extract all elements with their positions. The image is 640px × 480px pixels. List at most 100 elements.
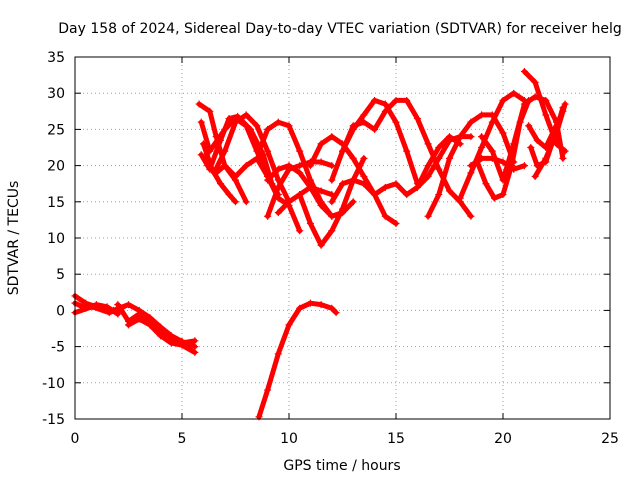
data-point — [296, 169, 304, 177]
y-axis-label: SDTVAR / TECUs — [6, 181, 22, 296]
data-point — [197, 151, 205, 159]
data-point — [473, 158, 481, 166]
data-point — [349, 122, 357, 130]
data-point — [360, 154, 368, 162]
data-point — [403, 191, 411, 199]
series-s19 — [306, 133, 464, 199]
data-point — [553, 129, 560, 137]
data-point — [499, 96, 507, 104]
data-point — [435, 154, 443, 162]
data-point — [268, 180, 276, 188]
data-point — [527, 144, 535, 151]
data-point — [413, 183, 421, 191]
data-point — [339, 180, 346, 188]
data-point — [328, 198, 336, 206]
data-point — [146, 321, 154, 329]
data-point — [478, 154, 486, 162]
data-point — [531, 78, 539, 86]
data-point — [125, 321, 132, 329]
series-layer — [71, 67, 569, 421]
data-point — [296, 162, 304, 170]
x-tick-label: 5 — [178, 431, 187, 447]
data-point — [349, 198, 357, 206]
series-s29 — [520, 67, 569, 155]
data-point — [285, 321, 293, 329]
data-point — [191, 348, 199, 356]
data-point — [488, 118, 496, 126]
series-s32 — [531, 100, 569, 180]
data-point — [360, 180, 368, 188]
data-point — [317, 241, 325, 249]
data-point — [392, 220, 400, 228]
data-point — [478, 111, 486, 119]
data-point — [157, 332, 165, 340]
data-point — [253, 122, 261, 130]
data-point — [264, 176, 272, 184]
data-point — [467, 162, 475, 170]
x-tick-label: 20 — [494, 431, 512, 447]
data-point — [195, 100, 203, 108]
series-s20 — [328, 176, 400, 228]
data-point — [274, 209, 282, 217]
data-point — [360, 118, 368, 126]
data-point — [296, 227, 304, 235]
data-point — [435, 144, 443, 151]
data-point — [531, 172, 539, 180]
data-point — [371, 96, 379, 104]
series-s21 — [339, 96, 421, 188]
data-point — [467, 133, 475, 141]
data-point — [264, 212, 272, 220]
series-line — [532, 101, 568, 179]
data-point — [520, 67, 528, 75]
data-point — [520, 100, 528, 108]
data-point — [456, 194, 464, 202]
series-s7 — [255, 299, 340, 421]
data-point — [328, 304, 336, 312]
y-tick-label: 0 — [56, 303, 65, 319]
x-tick-label: 10 — [280, 431, 298, 447]
data-point — [478, 144, 486, 151]
data-point — [317, 187, 325, 195]
data-point — [446, 154, 453, 162]
data-point — [478, 133, 486, 141]
data-point — [103, 303, 111, 311]
y-tick-label: 20 — [47, 159, 65, 175]
data-point — [105, 309, 113, 317]
data-point — [349, 176, 357, 184]
data-point — [225, 191, 233, 199]
data-point — [328, 162, 336, 170]
data-point — [232, 198, 239, 206]
y-tick-label: 30 — [47, 86, 65, 102]
data-point — [381, 100, 389, 108]
data-point — [167, 339, 175, 347]
data-point — [296, 147, 304, 155]
data-point — [360, 172, 368, 180]
data-point — [488, 147, 496, 155]
x-tick-label: 25 — [601, 431, 619, 447]
data-point — [533, 136, 541, 144]
data-point — [467, 169, 475, 177]
data-point — [424, 140, 432, 148]
series-s25 — [456, 89, 528, 202]
data-point — [125, 301, 132, 309]
data-point — [525, 122, 533, 130]
data-point — [424, 162, 432, 170]
x-axis-label: GPS time / hours — [283, 458, 400, 474]
data-point — [274, 118, 282, 126]
series-line — [115, 302, 198, 346]
data-point — [435, 165, 443, 173]
data-point — [274, 165, 282, 173]
data-point — [225, 115, 233, 123]
data-point — [328, 176, 336, 184]
data-point — [110, 306, 118, 314]
data-point — [561, 147, 569, 155]
data-point — [499, 176, 507, 184]
data-point — [371, 125, 379, 133]
data-point — [221, 147, 229, 155]
data-point — [371, 191, 379, 199]
x-tick-label: 0 — [71, 431, 80, 447]
data-point — [381, 212, 389, 220]
y-tick-label: 25 — [47, 122, 65, 138]
data-point — [206, 107, 214, 115]
y-tick-label: -10 — [42, 376, 65, 392]
